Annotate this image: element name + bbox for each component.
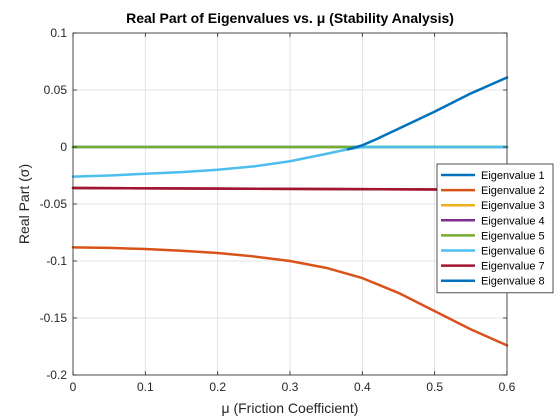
legend-label-eigenvalue-1: Eigenvalue 1 [481, 170, 545, 182]
x-tick-label: 0.5 [426, 380, 443, 394]
x-tick-label: 0 [70, 380, 77, 394]
legend-label-eigenvalue-8: Eigenvalue 8 [481, 276, 545, 288]
y-tick-label: 0.1 [50, 26, 67, 40]
x-tick-label: 0.4 [354, 380, 371, 394]
y-axis-label: Real Part (σ) [16, 164, 32, 244]
x-tick-label: 0.6 [499, 380, 516, 394]
axis-ticks: 0 0.1 0.2 0.3 0.4 0.5 0.6 -0.2 -0.15 -0.1 -0.05 0 0.… [40, 26, 516, 394]
series-line-eigenvalue-2 [71, 246, 509, 347]
y-tick-label: -0.05 [40, 197, 68, 211]
x-tick-label: 0.2 [209, 380, 226, 394]
legend-label-eigenvalue-2: Eigenvalue 2 [481, 185, 545, 197]
x-axis-label: μ (Friction Coefficient) [222, 400, 359, 416]
series-layer [71, 76, 509, 347]
legend-label-eigenvalue-3: Eigenvalue 3 [481, 200, 545, 212]
y-tick-label: -0.1 [46, 254, 67, 268]
chart-title: Real Part of Eigenvalues vs. μ (Stabilit… [126, 10, 454, 26]
legend-label-eigenvalue-4: Eigenvalue 4 [481, 215, 545, 227]
legend-box [436, 163, 554, 294]
y-tick-label: 0 [60, 140, 67, 154]
y-tick-label: 0.05 [44, 83, 68, 97]
x-tick-label: 0.1 [137, 380, 154, 394]
y-tick-label: -0.2 [46, 368, 67, 382]
legend: Eigenvalue 1 Eigenvalue 2 Eigenvalue 3 Eige… [436, 163, 554, 294]
legend-label-eigenvalue-7: Eigenvalue 7 [481, 261, 545, 273]
x-tick-label: 0.3 [282, 380, 299, 394]
series-line-eigenvalue-8 [346, 76, 509, 151]
legend-label-eigenvalue-5: Eigenvalue 5 [481, 230, 545, 242]
y-tick-label: -0.15 [40, 311, 68, 325]
series-line-eigenvalue-7 [71, 186, 509, 191]
legend-label-eigenvalue-6: Eigenvalue 6 [481, 246, 545, 258]
